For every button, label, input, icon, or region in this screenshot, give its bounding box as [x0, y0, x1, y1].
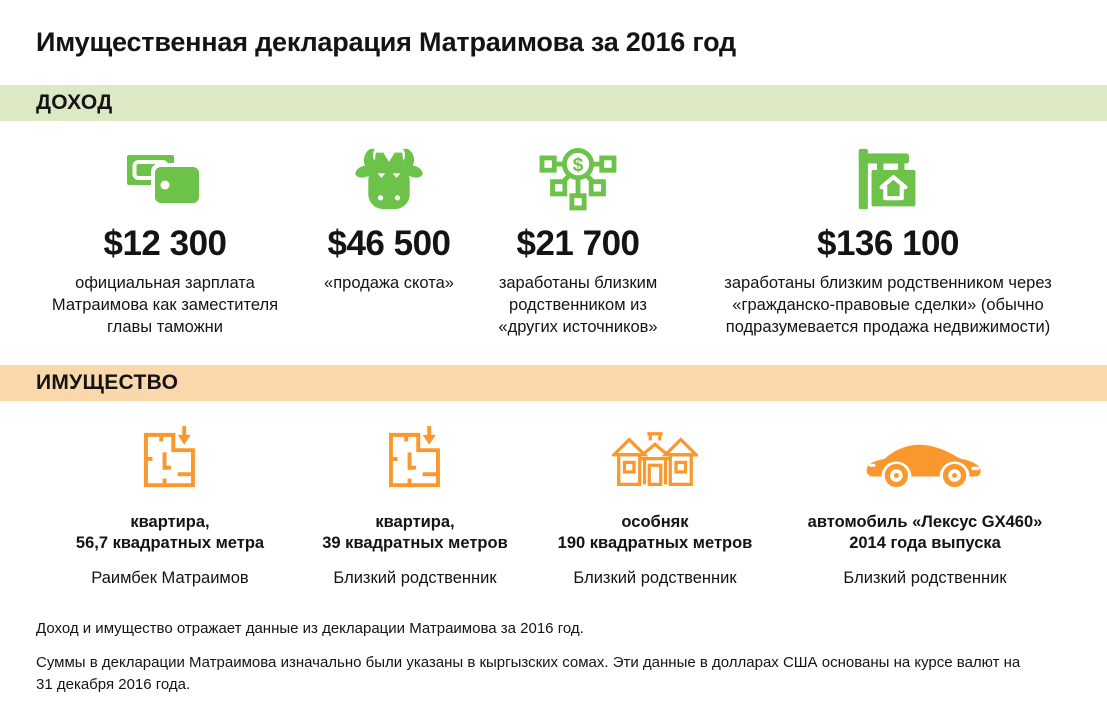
- property-name: особняк 190 квадратных метров: [557, 513, 753, 553]
- property-owner: Близкий родственник: [843, 568, 1007, 587]
- income-description: заработаны близким родственником через «…: [724, 274, 1052, 336]
- income-section-label: ДОХОД: [36, 91, 113, 114]
- cash-wallet-icon: [50, 140, 280, 218]
- income-description: заработаны близким родственником из «дру…: [498, 274, 658, 336]
- income-item: $12 300 официальная зарплата Матраимова …: [50, 140, 280, 338]
- income-section-header: ДОХОД: [0, 85, 1107, 121]
- mansion-icon: [533, 418, 777, 502]
- property-item: квартира, 56,7 квадратных метра Раимбек …: [45, 418, 295, 588]
- footnote-currency: Суммы в декларации Матраимова изначально…: [36, 654, 1021, 694]
- property-section-header: ИМУЩЕСТВО: [0, 365, 1107, 401]
- property-item: особняк 190 квадратных метров Близкий ро…: [533, 418, 777, 588]
- property-owner: Близкий родственник: [333, 568, 497, 587]
- property-section-label: ИМУЩЕСТВО: [36, 371, 179, 394]
- property-owner: Раимбек Матраимов: [91, 568, 249, 587]
- property-item: автомобиль «Лексус GX460» 2014 года выпу…: [770, 418, 1080, 588]
- income-amount: $136 100: [817, 224, 959, 263]
- income-description: официальная зарплата Матраимова как заме…: [51, 274, 279, 336]
- income-amount: $46 500: [327, 224, 451, 263]
- realty-sign-icon: [688, 140, 1088, 218]
- property-owner: Близкий родственник: [573, 568, 737, 587]
- income-item: $46 500 «продажа скота»: [283, 140, 495, 295]
- floorplan-icon: [300, 418, 530, 502]
- cow-icon: [283, 140, 495, 218]
- svg-text:$: $: [573, 155, 584, 176]
- car-icon: [770, 418, 1080, 502]
- page-title: Имущественная декларация Матраимова за 2…: [36, 27, 736, 57]
- property-name: автомобиль «Лексус GX460» 2014 года выпу…: [807, 513, 1043, 553]
- property-name: квартира, 39 квадратных метров: [322, 513, 508, 553]
- income-amount: $12 300: [103, 224, 227, 263]
- income-item: $136 100 заработаны близким родственнико…: [688, 140, 1088, 338]
- footnotes: Доход и имущество отражает данные из дек…: [36, 618, 1086, 696]
- income-description: «продажа скота»: [324, 274, 454, 292]
- property-name: квартира, 56,7 квадратных метра: [75, 513, 265, 553]
- dollar-network-icon: $: [467, 140, 689, 218]
- income-amount: $21 700: [516, 224, 640, 263]
- floorplan-icon: [45, 418, 295, 502]
- property-item: квартира, 39 квадратных метров Близкий р…: [300, 418, 530, 588]
- footnote-source: Доход и имущество отражает данные из дек…: [36, 620, 584, 637]
- income-item: $ $21 700 заработаны близким родственник…: [467, 140, 689, 338]
